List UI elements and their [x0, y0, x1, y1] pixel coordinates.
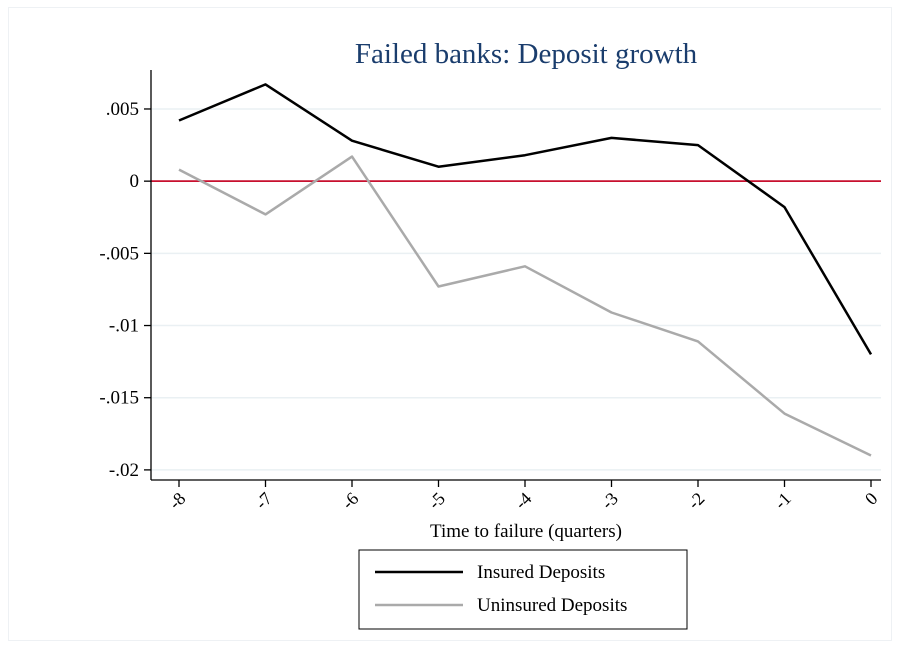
x-tick-label-5: -3: [597, 488, 622, 513]
y-tick-label-3: -.01: [109, 316, 139, 337]
x-tick-label-2: -6: [338, 488, 363, 513]
chart-frame: Failed banks: Deposit growth .005 0 -.005 -…: [8, 7, 892, 641]
x-tick-label-6: -2: [684, 488, 709, 513]
x-axis-ticks: -8 -7 -6 -5 -4 -3 -2 -1 0: [165, 480, 882, 513]
x-tick-label-1: -7: [251, 488, 276, 513]
series-line-uninsured: [178, 155, 872, 457]
y-tick-label-0: .005: [106, 99, 139, 120]
y-tick-label-4: -.015: [99, 388, 139, 409]
x-tick-label-7: -1: [770, 488, 795, 513]
y-axis-ticks: .005 0 -.005 -.01 -.015 -.02: [99, 99, 151, 481]
x-tick-label-3: -5: [424, 488, 449, 513]
legend-label-1: Uninsured Deposits: [477, 595, 627, 616]
line-chart: Failed banks: Deposit growth .005 0 -.005 -…: [99, 38, 882, 630]
x-tick-label-8: 0: [861, 488, 882, 509]
series-line-insured: [178, 83, 873, 356]
y-tick-label-2: -.005: [99, 243, 139, 264]
y-tick-label-5: -.02: [109, 460, 139, 481]
legend-label-0: Insured Deposits: [477, 562, 605, 583]
y-tick-label-1: 0: [130, 171, 140, 192]
legend: Insured Deposits Uninsured Deposits: [358, 549, 688, 630]
x-tick-label-0: -8: [165, 488, 190, 513]
chart-title: Failed banks: Deposit growth: [355, 38, 698, 70]
series-lines: [178, 83, 873, 457]
x-tick-label-4: -4: [511, 488, 536, 513]
axes: [150, 70, 881, 481]
grid-lines: [151, 108, 881, 471]
x-axis-label: Time to failure (quarters): [430, 521, 622, 542]
legend-box: [358, 549, 688, 630]
